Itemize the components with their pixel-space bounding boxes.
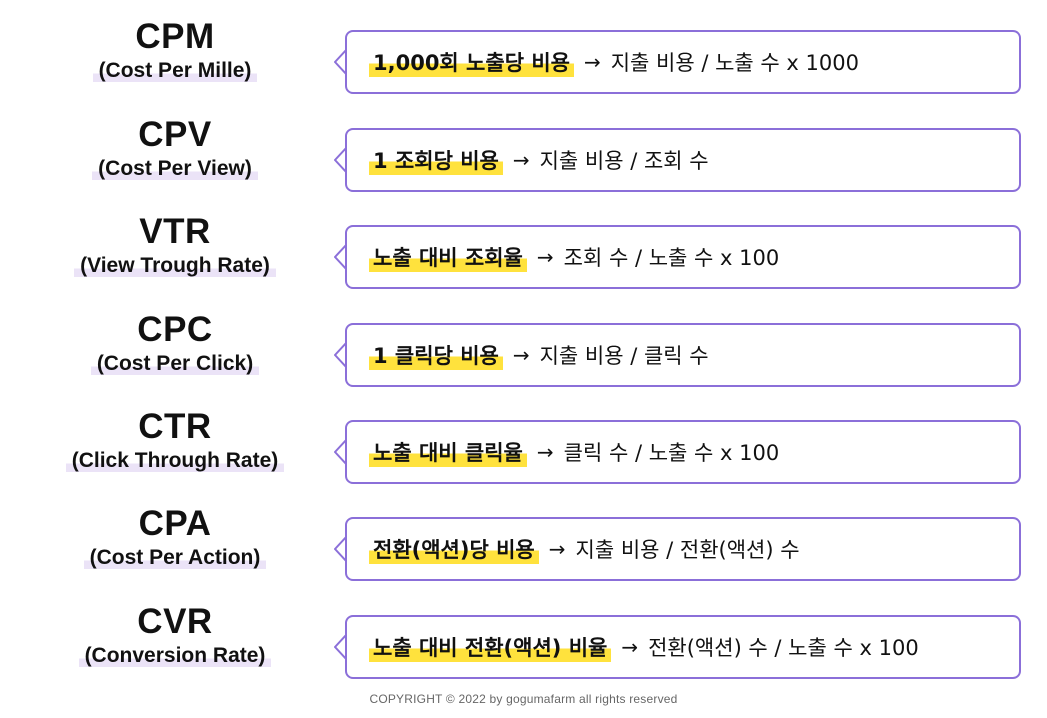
metric-abbreviation: CTR — [138, 407, 212, 446]
metric-abbreviation: CVR — [137, 602, 213, 641]
speech-bubble-tail-icon — [334, 535, 347, 563]
metric-term: CPA (Cost Per Action) — [30, 505, 320, 571]
metric-row-vtr: VTR (View Trough Rate) 노출 대비 조회율 → 조회 수 … — [0, 203, 1047, 293]
metric-definition-bubble: 노출 대비 클릭율 → 클릭 수 / 노출 수 x 100 — [345, 420, 1021, 484]
metric-definition-bubble: 노출 대비 전환(액션) 비율 → 전환(액션) 수 / 노출 수 x 100 — [345, 615, 1021, 679]
metric-abbreviation: CPA — [138, 504, 212, 543]
metric-definition: 1 조회당 비용 — [369, 145, 503, 175]
metric-definition-bubble: 노출 대비 조회율 → 조회 수 / 노출 수 x 100 — [345, 225, 1021, 289]
speech-bubble-tail-icon — [334, 243, 347, 271]
metric-row-cpm: CPM (Cost Per Mille) 1,000회 노출당 비용 → 지출 … — [0, 8, 1047, 98]
metric-full-name: (Cost Per View) — [92, 156, 258, 182]
arrow-right-icon: → — [512, 343, 530, 367]
metric-term: VTR (View Trough Rate) — [30, 213, 320, 279]
metric-definition-bubble: 1 조회당 비용 → 지출 비용 / 조회 수 — [345, 128, 1021, 192]
metric-row-cpc: CPC (Cost Per Click) 1 클릭당 비용 → 지출 비용 / … — [0, 301, 1047, 391]
metric-full-name: (View Trough Rate) — [74, 253, 276, 279]
copyright-notice: COPYRIGHT © 2022 by gogumafarm all right… — [369, 692, 678, 706]
metric-definition-bubble: 1,000회 노출당 비용 → 지출 비용 / 노출 수 x 1000 — [345, 30, 1021, 94]
arrow-right-icon: → — [548, 537, 566, 561]
metric-abbreviation: VTR — [139, 212, 211, 251]
speech-bubble-tail-icon — [334, 146, 347, 174]
speech-bubble-tail-icon — [334, 48, 347, 76]
metric-definition: 1,000회 노출당 비용 — [369, 47, 574, 77]
speech-bubble-tail-icon — [334, 438, 347, 466]
arrow-right-icon: → — [512, 148, 530, 172]
metric-abbreviation: CPV — [138, 115, 212, 154]
metric-full-name: (Cost Per Mille) — [92, 58, 258, 84]
metric-full-name: (Cost Per Action) — [83, 545, 267, 571]
metric-formula: 지출 비용 / 노출 수 x 1000 — [610, 51, 859, 75]
metric-formula: 지출 비용 / 조회 수 — [539, 149, 709, 173]
metric-formula: 전환(액션) 수 / 노출 수 x 100 — [648, 636, 919, 660]
metric-definition: 전환(액션)당 비용 — [369, 534, 539, 564]
metric-term: CTR (Click Through Rate) — [30, 408, 320, 474]
metric-formula: 클릭 수 / 노출 수 x 100 — [563, 441, 780, 465]
metric-definition-bubble: 1 클릭당 비용 → 지출 비용 / 클릭 수 — [345, 323, 1021, 387]
metric-definition: 1 클릭당 비용 — [369, 340, 503, 370]
metric-row-cvr: CVR (Conversion Rate) 노출 대비 전환(액션) 비율 → … — [0, 593, 1047, 683]
metric-term: CPV (Cost Per View) — [30, 116, 320, 182]
arrow-right-icon: → — [621, 635, 639, 659]
metric-formula: 지출 비용 / 전환(액션) 수 — [575, 538, 800, 562]
metric-row-ctr: CTR (Click Through Rate) 노출 대비 클릭율 → 클릭 … — [0, 398, 1047, 488]
metric-row-cpa: CPA (Cost Per Action) 전환(액션)당 비용 → 지출 비용… — [0, 495, 1047, 585]
metric-row-cpv: CPV (Cost Per View) 1 조회당 비용 → 지출 비용 / 조… — [0, 106, 1047, 196]
arrow-right-icon: → — [583, 50, 601, 74]
metric-full-name: (Cost Per Click) — [90, 351, 260, 377]
metric-abbreviation: CPC — [137, 310, 213, 349]
metric-abbreviation: CPM — [135, 17, 215, 56]
metric-term: CPC (Cost Per Click) — [30, 311, 320, 377]
arrow-right-icon: → — [536, 440, 554, 464]
speech-bubble-tail-icon — [334, 633, 347, 661]
metric-formula: 지출 비용 / 클릭 수 — [539, 344, 709, 368]
speech-bubble-tail-icon — [334, 341, 347, 369]
metric-full-name: (Conversion Rate) — [78, 643, 272, 669]
arrow-right-icon: → — [536, 245, 554, 269]
metric-definition: 노출 대비 클릭율 — [369, 437, 527, 467]
metric-definition-bubble: 전환(액션)당 비용 → 지출 비용 / 전환(액션) 수 — [345, 517, 1021, 581]
metric-term: CPM (Cost Per Mille) — [30, 18, 320, 84]
metric-formula: 조회 수 / 노출 수 x 100 — [563, 246, 780, 270]
metric-full-name: (Click Through Rate) — [65, 448, 285, 474]
metric-definition: 노출 대비 조회율 — [369, 242, 527, 272]
metric-definition: 노출 대비 전환(액션) 비율 — [369, 632, 612, 662]
metric-term: CVR (Conversion Rate) — [30, 603, 320, 669]
